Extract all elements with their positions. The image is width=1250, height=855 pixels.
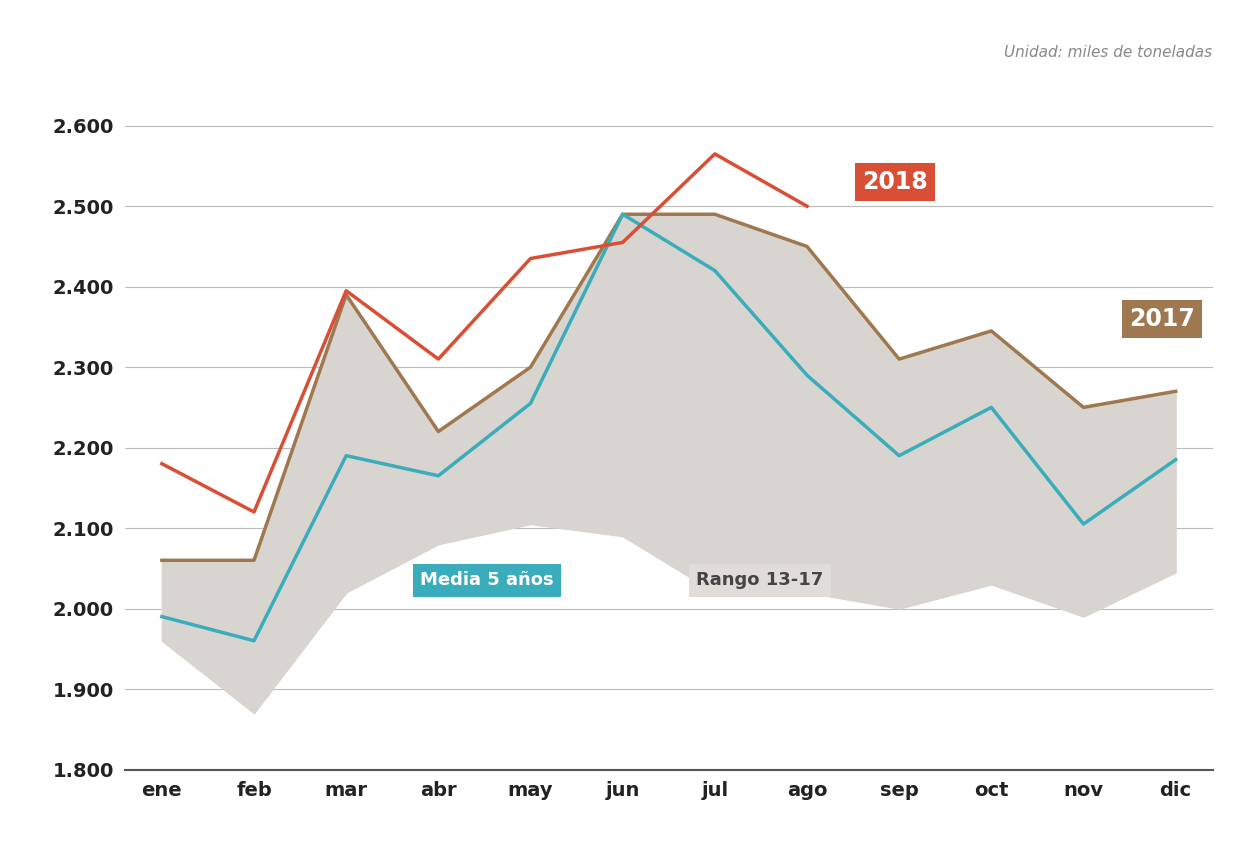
Text: 2017: 2017 xyxy=(1130,307,1195,331)
Text: Rango 13-17: Rango 13-17 xyxy=(696,571,824,589)
Text: Media 5 años: Media 5 años xyxy=(420,571,554,589)
Text: 2018: 2018 xyxy=(862,170,928,194)
Text: Unidad: miles de toneladas: Unidad: miles de toneladas xyxy=(1005,44,1212,60)
